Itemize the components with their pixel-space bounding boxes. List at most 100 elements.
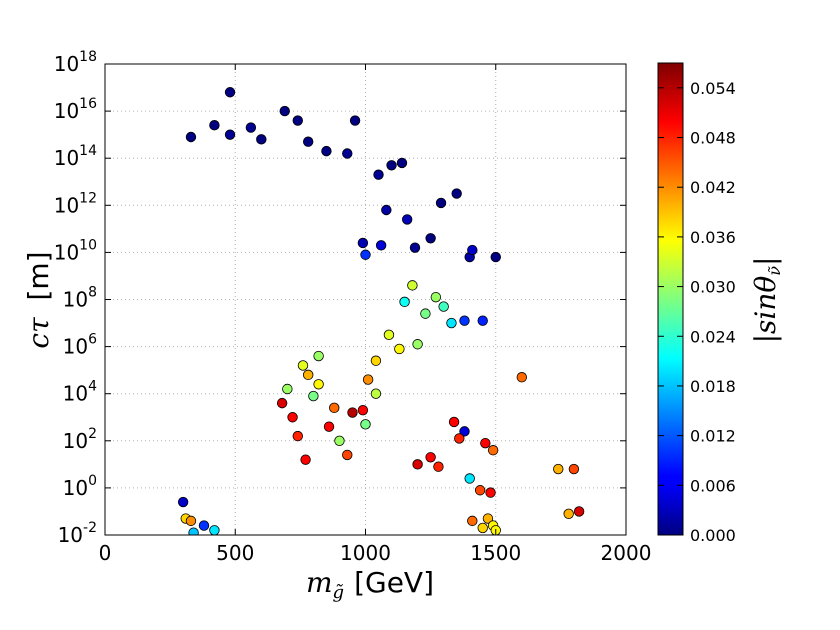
scatter-point xyxy=(224,129,236,140)
y-tick-label: 102 xyxy=(63,426,97,453)
colorbar: 0.000 0.006 0.012 0.018 0.024 0.030 0.036 0.042… xyxy=(657,62,784,545)
scatter-point xyxy=(553,463,564,475)
scatter-point xyxy=(360,419,371,430)
scatter-point xyxy=(490,251,501,263)
scatter-point xyxy=(292,430,303,442)
scatter-point xyxy=(485,487,496,498)
y-tick-label: 104 xyxy=(63,379,97,406)
y-tick-label: 1014 xyxy=(54,143,97,170)
scatter-point xyxy=(342,148,353,159)
scatter-point xyxy=(185,515,197,527)
y-axis-title: cτ [m] xyxy=(22,251,55,348)
scatter-point xyxy=(329,402,340,414)
colorbar-ticks: 0.000 0.006 0.012 0.018 0.024 0.030 0.036 0.042… xyxy=(658,79,736,545)
colorbar-tick-label: 0.054 xyxy=(690,79,736,98)
colorbar-gradient xyxy=(657,62,684,536)
colorbar-tick-label: 0.030 xyxy=(690,278,736,297)
colorbar-title-text: |sinθ xyxy=(749,276,782,344)
scatter-point xyxy=(292,115,303,126)
scatter-points xyxy=(177,87,585,535)
scatter-point xyxy=(568,463,580,475)
scatter-point xyxy=(451,188,462,199)
scatter-point xyxy=(467,515,478,527)
scatter-point xyxy=(375,240,387,251)
colorbar-tick-label: 0.012 xyxy=(690,427,736,446)
scatter-point xyxy=(477,315,488,326)
scatter-point xyxy=(321,145,332,157)
scatter-point xyxy=(482,513,494,524)
scatter-point xyxy=(448,416,460,428)
scatter-point xyxy=(334,435,345,447)
scatter-point xyxy=(420,308,431,319)
scatter-point xyxy=(313,379,324,390)
scatter-point xyxy=(360,249,371,260)
colorbar-tick-label: 0.000 xyxy=(690,526,736,545)
scatter-point xyxy=(370,388,382,399)
scatter-point xyxy=(185,131,197,143)
colorbar-tick-label: 0.042 xyxy=(690,178,736,197)
scatter-point xyxy=(435,197,447,209)
scatter-point xyxy=(394,343,405,355)
y-tick-label: 1016 xyxy=(54,96,97,123)
scatter-point xyxy=(188,527,199,535)
y-tick-label: 106 xyxy=(63,332,97,359)
scatter-point xyxy=(297,360,309,371)
x-tick-label: 2000 xyxy=(601,541,652,565)
scatter-point xyxy=(425,452,436,463)
scatter-point xyxy=(425,233,436,244)
scatter-point xyxy=(467,244,478,256)
colorbar-title: |sinθν̃| xyxy=(749,257,784,344)
scatter-point xyxy=(430,291,442,303)
x-tick-label: 1000 xyxy=(340,541,391,565)
scatter-point xyxy=(383,329,395,341)
y-tick-label: 1018 xyxy=(54,49,97,76)
scatter-point xyxy=(198,520,210,531)
x-axis-title-unit: [GeV] xyxy=(354,566,434,599)
scatter-point xyxy=(477,522,488,534)
scatter-point xyxy=(308,390,319,402)
scatter-point xyxy=(347,407,358,418)
scatter-point xyxy=(370,355,382,366)
x-tick-label: 500 xyxy=(216,541,254,565)
x-axis-ticks: 0 500 1000 1500 2000 xyxy=(99,64,652,565)
scatter-point xyxy=(433,461,444,472)
scatter-point xyxy=(300,454,311,465)
scatter-point xyxy=(438,301,449,312)
scatter-point xyxy=(342,449,353,461)
scatter-point xyxy=(313,350,324,362)
x-tick-label: 0 xyxy=(99,541,112,565)
colorbar-tick-label: 0.018 xyxy=(690,377,736,396)
scatter-point xyxy=(349,115,361,126)
scatter-point xyxy=(357,237,369,249)
scatter-point xyxy=(399,296,410,308)
scatter-point xyxy=(357,404,369,416)
scatter-point xyxy=(563,508,574,520)
y-tick-label: 1010 xyxy=(54,237,97,264)
scatter-point xyxy=(224,87,236,98)
y-axis-ticks: 10-2 100 102 104 106 108 1010 1012 1014 1016 1018 xyxy=(54,49,626,547)
scatter-point xyxy=(409,242,421,253)
scatter-point xyxy=(209,120,220,131)
x-tick-label: 1500 xyxy=(470,541,521,565)
scatter-point xyxy=(362,374,374,385)
grid-lines xyxy=(105,64,626,535)
scatter-point xyxy=(256,134,267,145)
scatter-point xyxy=(412,339,423,350)
scatter-point xyxy=(396,157,408,169)
scatter-point xyxy=(454,433,465,444)
scatter-point xyxy=(401,214,413,225)
colorbar-tick-label: 0.048 xyxy=(690,129,736,148)
x-axis-title: mg̃ [GeV] xyxy=(306,566,434,603)
scatter-point xyxy=(302,369,314,381)
scatter-point xyxy=(177,496,189,508)
scatter-point xyxy=(407,280,418,291)
scatter-point xyxy=(381,204,392,216)
scatter-point xyxy=(287,412,298,423)
scatter-point xyxy=(516,372,528,383)
x-axis-title-math: m xyxy=(306,566,333,599)
scatter-point xyxy=(412,459,423,470)
scatter-point xyxy=(459,315,470,326)
scatter-point xyxy=(282,383,293,395)
scatter-point xyxy=(302,136,314,147)
